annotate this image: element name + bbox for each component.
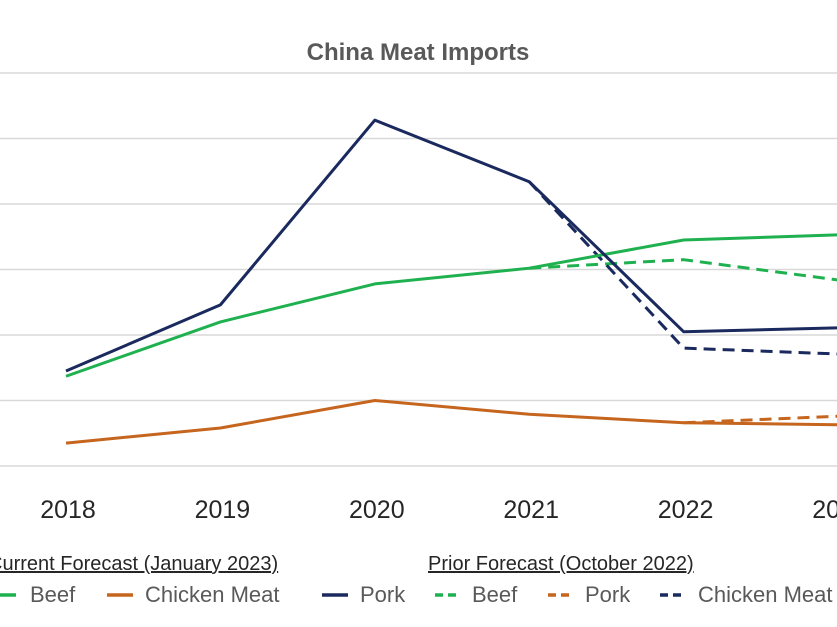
- series-line-current-beef: [65, 233, 837, 378]
- x-tick-label: 2021: [503, 496, 559, 524]
- series-line-prior-beef: [529, 258, 837, 282]
- legend-label: Chicken Meat: [698, 582, 833, 607]
- legend-heading-current: Current Forecast (January 2023): [0, 553, 278, 575]
- x-tick-label: 2023: [812, 496, 837, 524]
- series-line-current-chicken-meat: [65, 399, 837, 445]
- series-line-prior-chicken-meat: [528, 180, 837, 356]
- x-tick-label: 2020: [349, 496, 405, 524]
- x-tick-label: 2018: [40, 496, 96, 524]
- legend-label: Beef: [30, 582, 76, 607]
- legend-heading-prior: Prior Forecast (October 2022): [428, 553, 694, 575]
- chart-title: China Meat Imports: [307, 39, 530, 66]
- legend-label: Beef: [472, 582, 518, 607]
- legend-label: Chicken Meat: [145, 582, 280, 607]
- x-tick-label: 2022: [658, 496, 714, 524]
- legend-label: Pork: [585, 582, 631, 607]
- series-line-current-pork: [65, 118, 837, 373]
- legend-label: Pork: [360, 582, 406, 607]
- x-tick-label: 2019: [195, 496, 251, 524]
